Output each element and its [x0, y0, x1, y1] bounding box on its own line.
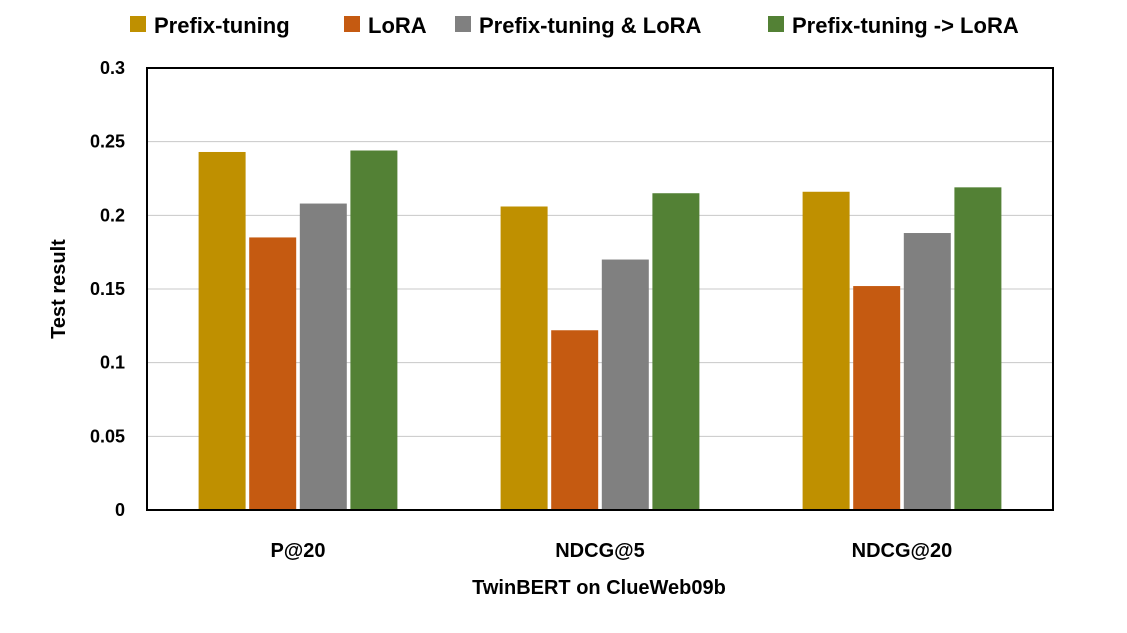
legend-swatch	[768, 16, 784, 32]
bar	[299, 203, 347, 510]
x-axis-title: TwinBERT on ClueWeb09b	[472, 577, 726, 599]
gridlines	[147, 141, 1053, 437]
legend-swatch	[344, 16, 360, 32]
bar	[198, 151, 246, 511]
legend: Prefix-tuning LoRA Prefix-tuning & LoRA Pre…	[130, 13, 1019, 38]
plot-frame	[146, 67, 1054, 511]
y-tick-label: 0.2	[100, 205, 125, 225]
legend-label: Prefix-tuning & LoRA	[479, 13, 702, 38]
y-tick-label: 0.05	[90, 426, 125, 446]
bar	[954, 187, 1002, 510]
bar	[350, 150, 398, 511]
bar	[500, 206, 548, 510]
bar	[249, 237, 297, 510]
legend-swatch	[455, 16, 471, 32]
bars	[198, 150, 1002, 511]
y-tick-label: 0.15	[90, 279, 125, 299]
y-tick-label: 0	[115, 500, 125, 520]
x-category-label: P@20	[270, 540, 325, 562]
y-axis-ticks: 0 0.05 0.1 0.15 0.2 0.25 0.3	[90, 58, 125, 520]
bar	[652, 193, 700, 510]
y-tick-label: 0.3	[100, 58, 125, 78]
legend-label: Prefix-tuning	[154, 13, 290, 38]
legend-label: Prefix-tuning -> LoRA	[792, 13, 1019, 38]
x-category-label: NDCG@5	[555, 540, 645, 562]
bar	[853, 286, 901, 510]
bar	[601, 259, 649, 510]
bar	[903, 233, 951, 510]
legend-swatch	[130, 16, 146, 32]
bar	[802, 191, 850, 510]
legend-label: LoRA	[368, 13, 427, 38]
y-axis-title: Test result	[48, 239, 70, 339]
bar	[551, 330, 599, 510]
y-tick-label: 0.25	[90, 132, 125, 152]
y-tick-label: 0.1	[100, 353, 125, 373]
x-category-label: NDCG@20	[852, 540, 953, 562]
x-axis-categories: P@20 NDCG@5 NDCG@20	[270, 540, 952, 562]
